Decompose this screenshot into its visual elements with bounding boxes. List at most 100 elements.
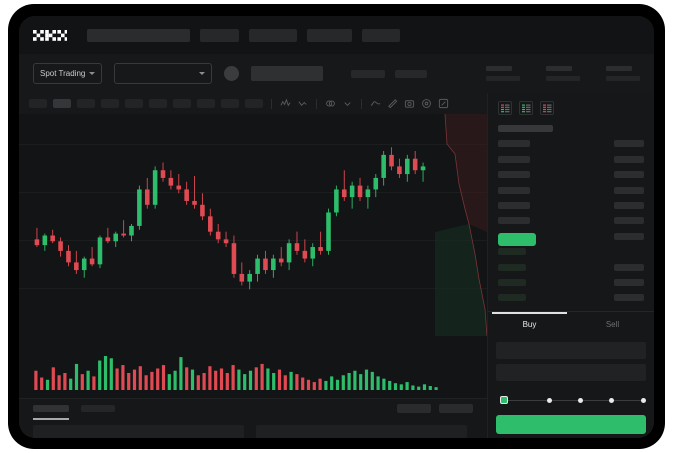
order-book-cell-left (498, 202, 530, 209)
timeframe-chip-9[interactable] (221, 99, 239, 108)
toolbar-divider (361, 98, 362, 109)
slider-handle[interactable] (500, 396, 508, 404)
order-book-cell-left (498, 217, 530, 225)
trading-pair-selector[interactable] (114, 63, 213, 84)
slider-step-100[interactable] (640, 397, 646, 403)
timeframe-chip-5[interactable] (125, 99, 143, 108)
slider-track (504, 399, 642, 401)
chevron-down-icon (89, 72, 96, 75)
order-book-row[interactable] (488, 263, 654, 271)
order-book-row[interactable] (488, 294, 654, 302)
nav-item-1[interactable] (200, 28, 239, 42)
order-book-cell-left (498, 186, 530, 194)
order-book-cell-left (498, 248, 526, 256)
orders-panel-content (33, 425, 467, 438)
tab-open-orders[interactable] (33, 405, 69, 412)
market-stat-1 (351, 69, 386, 78)
order-book-row[interactable] (488, 217, 654, 225)
amount-slider[interactable] (500, 395, 646, 405)
timeframe-chip-6[interactable] (149, 99, 167, 108)
indicators-icon[interactable] (280, 98, 291, 109)
global-search-input[interactable] (87, 28, 190, 42)
timeframe-chip-8[interactable] (197, 99, 215, 108)
fullscreen-icon[interactable] (438, 98, 449, 109)
order-book-row[interactable] (488, 140, 654, 148)
orders-placeholder-1 (33, 425, 244, 438)
bottom-action-1[interactable] (397, 404, 431, 413)
timeframe-chip-1[interactable] (29, 99, 47, 108)
order-book-cell-right (614, 263, 644, 271)
order-book-row[interactable] (488, 186, 654, 194)
timeframe-chip-7[interactable] (173, 99, 191, 108)
order-book-row[interactable] (488, 125, 654, 132)
order-book-cell-left (498, 125, 553, 132)
chart-toolbar (19, 93, 487, 114)
order-book-row[interactable] (488, 155, 654, 163)
orderbook-mode-both-icon[interactable] (498, 101, 512, 115)
order-book-cell-left (498, 263, 526, 271)
volume-chart (19, 336, 487, 398)
tab-buy[interactable]: Buy (522, 320, 537, 329)
compare-icon[interactable] (325, 98, 336, 109)
ruler-icon[interactable] (387, 98, 398, 109)
order-book-row[interactable] (488, 171, 654, 179)
okx-logo[interactable] (33, 29, 67, 41)
timeframe-chip-3[interactable] (77, 99, 95, 108)
order-book-cell-right (614, 186, 644, 194)
timeframe-chip-4[interactable] (101, 99, 119, 108)
price-input[interactable] (496, 342, 646, 359)
order-book-rows[interactable] (488, 121, 654, 311)
settings-icon[interactable] (421, 98, 432, 109)
last-price-value (251, 66, 324, 81)
active-tab-indicator (492, 312, 567, 314)
order-book-cell-right (614, 140, 644, 148)
market-stat-col-1 (486, 66, 520, 81)
order-book-cell-left (498, 279, 526, 286)
orders-panel (19, 398, 487, 438)
line-tool-icon[interactable] (370, 98, 381, 109)
order-book-row[interactable] (488, 232, 654, 246)
order-book-cell-right (614, 155, 644, 163)
order-book-cell-right (614, 232, 644, 240)
order-book-cell-right (614, 217, 644, 225)
tab-order-history[interactable] (81, 405, 115, 412)
price-chart[interactable] (19, 114, 487, 336)
timeframe-chip-2[interactable] (53, 99, 71, 108)
submit-buy-button[interactable] (496, 415, 646, 434)
order-book-row[interactable] (488, 248, 654, 256)
timeframe-chip-10[interactable] (245, 99, 263, 108)
amount-input[interactable] (496, 364, 646, 381)
order-book-cell-left (498, 232, 536, 246)
order-book-cell-right (614, 294, 644, 302)
pair-coin-avatar (224, 66, 240, 81)
order-book-cell-left (498, 140, 530, 148)
chevron-down-icon[interactable] (342, 98, 353, 109)
nav-item-2[interactable] (249, 28, 297, 42)
order-book-cell-right (614, 279, 644, 286)
order-book-cell-left (498, 155, 530, 163)
orders-panel-actions (397, 404, 473, 413)
orderbook-mode-bids-icon[interactable] (519, 101, 533, 115)
camera-icon[interactable] (404, 98, 415, 109)
volume-series (34, 356, 438, 390)
orders-panel-tabs (33, 405, 115, 412)
slider-step-75[interactable] (609, 397, 615, 403)
bottom-action-2[interactable] (439, 404, 473, 413)
trading-mode-selector[interactable]: Spot Trading (33, 63, 103, 84)
order-book-row[interactable] (488, 202, 654, 209)
nav-item-4[interactable] (362, 28, 400, 42)
device-frame: Spot Trading (8, 4, 665, 449)
chevron-down-icon (199, 72, 206, 75)
order-book-row[interactable] (488, 279, 654, 286)
order-book-cell-left (498, 171, 530, 179)
slider-step-50[interactable] (578, 397, 584, 403)
market-stat-2 (395, 69, 428, 78)
nav-item-3[interactable] (307, 28, 352, 42)
tab-sell[interactable]: Sell (605, 320, 620, 329)
slider-step-25[interactable] (546, 397, 552, 403)
market-stat-col-3 (606, 66, 640, 81)
orderbook-mode-asks-icon[interactable] (540, 101, 554, 115)
trading-app: Spot Trading (19, 16, 654, 438)
trading-mode-label: Spot Trading (40, 69, 86, 78)
chart-type-icon[interactable] (297, 98, 308, 109)
